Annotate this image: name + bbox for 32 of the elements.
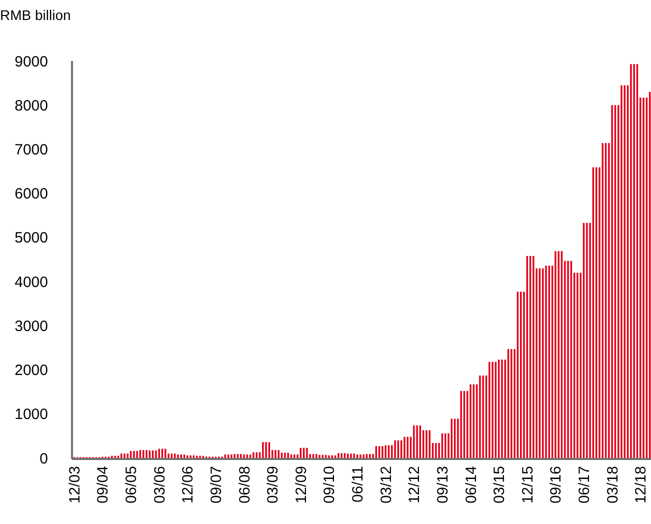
x-tick-label: 12/03 — [66, 466, 84, 504]
x-tick-label: 06/17 — [576, 466, 594, 504]
y-tick-label: 1000 — [14, 406, 48, 424]
x-tick-label: 06/11 — [350, 466, 367, 502]
y-tick-label: 8000 — [14, 97, 48, 114]
x-tick-label: 03/09 — [264, 466, 282, 504]
x-tick-label: 06/14 — [462, 466, 480, 504]
y-axis-title: RMB billion — [0, 7, 71, 23]
y-tick-label: 6000 — [14, 186, 48, 203]
y-tick-label: 7000 — [14, 141, 48, 158]
x-tick-label: 06/08 — [236, 466, 254, 504]
x-tick-label: 12/09 — [292, 466, 310, 504]
x-tick-label: 03/12 — [378, 466, 395, 504]
y-tick-label: 4000 — [14, 274, 48, 291]
y-tick-label: 9000 — [14, 53, 48, 70]
x-tick-label: 12/18 — [632, 466, 650, 504]
x-tick-label: 03/18 — [604, 466, 622, 504]
x-tick-label: 09/07 — [208, 466, 225, 504]
x-tick-label: 03/15 — [491, 466, 508, 504]
x-tick-label: 09/16 — [548, 466, 565, 504]
x-tick-label: 03/06 — [151, 466, 168, 504]
x-tick-label: 12/12 — [406, 466, 424, 504]
x-tick-label: 09/13 — [434, 466, 452, 504]
x-tick-label: 09/04 — [94, 466, 112, 504]
y-tick-label: 5000 — [14, 230, 48, 247]
y-tick-label: 3000 — [14, 318, 48, 335]
x-tick-label: 12/06 — [180, 466, 197, 504]
x-tick-label: 12/15 — [519, 466, 536, 504]
y-tick-label: 2000 — [14, 362, 48, 380]
x-tick-label: 06/05 — [123, 466, 140, 504]
y-tick-label: 0 — [40, 450, 48, 468]
x-tick-label: 09/10 — [321, 466, 338, 504]
